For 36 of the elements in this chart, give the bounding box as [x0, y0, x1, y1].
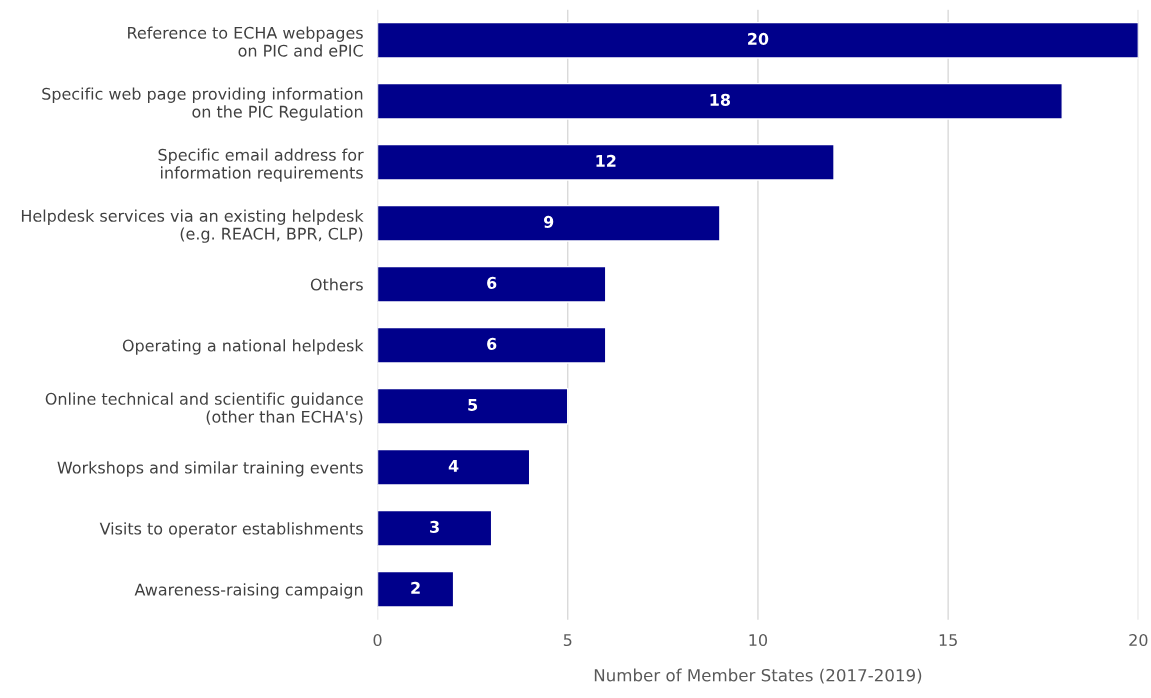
y-tick-label: Operating a national helpdesk — [122, 339, 364, 355]
bar — [377, 570, 455, 608]
y-tick-label: Reference to ECHA webpages on PIC and ePIC — [128, 26, 363, 57]
y-tick-label: Specific web page providing information on the PIC Regulation — [42, 87, 363, 121]
data-label: 2 — [411, 581, 420, 594]
x-tick-label: 15 — [939, 634, 957, 647]
x-axis-title: Number of Member States (2017-2019) — [594, 668, 922, 684]
data-label: 3 — [430, 520, 439, 533]
data-label: 9 — [543, 215, 554, 228]
bar — [377, 448, 531, 486]
bar — [377, 21, 1139, 59]
y-tick-label: Workshops and similar training events — [57, 461, 363, 477]
x-tick-label: 20 — [1129, 633, 1148, 647]
bar — [377, 509, 493, 547]
data-label: 20 — [748, 32, 769, 45]
x-tick-label: 10 — [749, 633, 768, 647]
y-tick-label: Online technical and scientific guidance (other than ECHA's) — [45, 392, 363, 425]
bar — [377, 265, 607, 303]
bar — [377, 326, 607, 364]
bar — [377, 387, 569, 425]
data-label: 6 — [487, 276, 497, 289]
x-tick-label: 0 — [373, 633, 382, 647]
y-tick-label: Awareness-raising campaign — [134, 583, 363, 599]
y-tick-label: Helpdesk services via an existing helpdesk (e.g. REACH, BPR, CLP) — [21, 209, 364, 243]
data-label: 12 — [596, 154, 616, 167]
data-label: 18 — [710, 93, 731, 106]
data-label: 5 — [468, 399, 478, 411]
y-tick-label: Specific email address for information requirements — [158, 148, 364, 182]
y-tick-label: Others — [310, 278, 363, 291]
data-label: 4 — [448, 460, 459, 472]
bar — [377, 82, 1063, 120]
bar — [377, 143, 835, 181]
x-tick-label: 5 — [563, 634, 572, 647]
data-label: 6 — [487, 337, 497, 350]
bar — [377, 204, 721, 242]
y-tick-label: Visits to operator establishments — [99, 522, 363, 538]
